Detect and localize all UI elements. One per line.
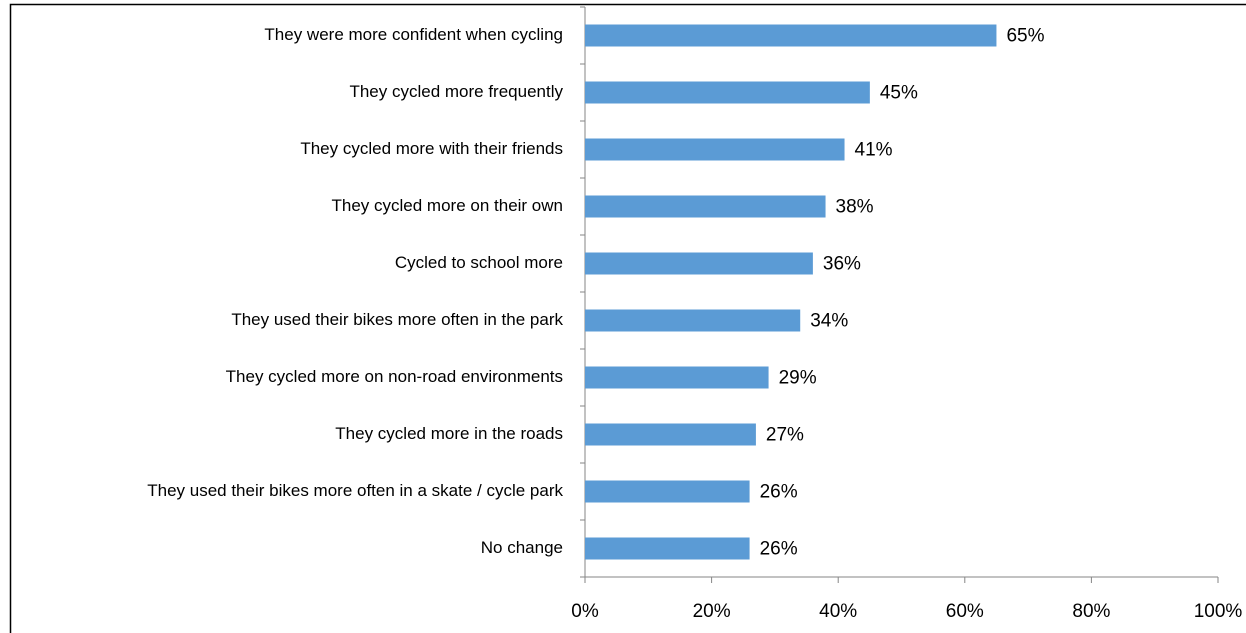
bar — [585, 81, 870, 104]
bar — [585, 138, 845, 161]
y-tick-label: They cycled more on their own — [332, 196, 564, 215]
x-tick-label: 0% — [571, 601, 599, 622]
value-label: 65% — [1006, 26, 1044, 47]
value-label: 34% — [810, 311, 848, 332]
y-tick-label: They cycled more in the roads — [335, 424, 563, 443]
y-tick-label: They cycled more frequently — [349, 82, 563, 101]
bar — [585, 309, 801, 332]
bar — [585, 24, 997, 47]
value-label: 29% — [779, 368, 817, 389]
x-tick-label: 60% — [946, 601, 984, 622]
y-tick-label: They cycled more with their friends — [300, 139, 563, 158]
x-tick-label: 100% — [1194, 601, 1243, 622]
value-label: 26% — [760, 539, 798, 560]
x-tick-label: 20% — [693, 601, 731, 622]
bar — [585, 423, 756, 446]
value-label: 45% — [880, 83, 918, 104]
y-tick-label: Cycled to school more — [395, 253, 563, 272]
x-tick-label: 80% — [1072, 601, 1110, 622]
y-tick-label: No change — [481, 538, 563, 557]
bar — [585, 480, 750, 503]
y-tick-label: They cycled more on non-road environment… — [226, 367, 563, 386]
y-tick-label: They were more confident when cycling — [264, 25, 563, 44]
y-tick-label: They used their bikes more often in the … — [231, 310, 563, 329]
x-tick-label: 40% — [819, 601, 857, 622]
value-label: 36% — [823, 254, 861, 275]
bar — [585, 537, 750, 560]
value-label: 38% — [836, 197, 874, 218]
frame — [9, 3, 1246, 633]
bar — [585, 195, 826, 218]
value-label: 27% — [766, 425, 804, 446]
y-tick-label: They used their bikes more often in a sk… — [147, 481, 563, 500]
bar — [585, 366, 769, 389]
value-label: 26% — [760, 482, 798, 503]
value-label: 41% — [855, 140, 893, 161]
bar — [585, 252, 813, 275]
